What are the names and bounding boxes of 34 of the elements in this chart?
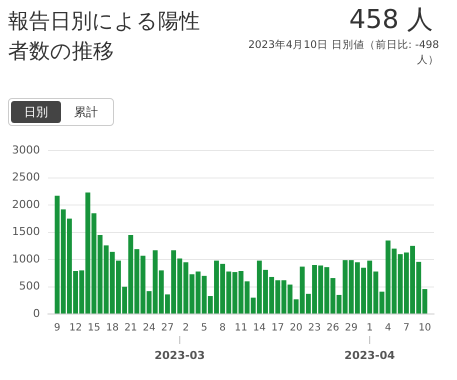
y-tick-label: 2500 (12, 170, 40, 184)
x-tick-label: 14 (253, 322, 266, 334)
x-tick-label: 11 (234, 322, 248, 334)
y-tick-label: 3000 (12, 143, 40, 156)
x-tick-label: 17 (271, 322, 284, 334)
chart-subtitle: 2023年4月10日 日別値（前日比: -498 人） (247, 38, 439, 68)
annotation: 2023-04 (344, 349, 396, 362)
x-tick-label: 27 (161, 322, 174, 334)
x-tick-label: 29 (344, 322, 358, 334)
view-toggle: 日別 累計 (8, 98, 114, 126)
y-tick-label: 500 (18, 280, 40, 293)
text: 458 人 (349, 4, 433, 37)
chart-title: 報告日別による陽性者数の推移 (8, 8, 201, 65)
x-tick-label: 26 (326, 322, 340, 334)
annotation: 2023-03 (154, 349, 205, 362)
x-tick-label: 21 (124, 322, 138, 334)
x-tick-label: 5 (201, 322, 208, 334)
y-tick-label: 0 (32, 306, 40, 320)
x-tick-label: 4 (384, 322, 392, 334)
x-tick-label: 7 (403, 322, 410, 334)
x-tick-label: 24 (142, 322, 156, 334)
y-tick-label: 1500 (12, 225, 40, 238)
x-tick-label: 12 (69, 322, 82, 334)
x-tick-label: 15 (88, 322, 100, 334)
y-tick-label: 2000 (12, 198, 40, 211)
x-tick-label: 2 (182, 322, 190, 334)
x-tick-label: 23 (308, 322, 321, 334)
x-tick-label: 10 (418, 322, 432, 334)
y-tick-label: 1000 (12, 252, 40, 266)
x-tick-label: 18 (106, 322, 119, 334)
x-tick-label: 1 (366, 322, 373, 334)
x-tick-label: 9 (54, 322, 60, 334)
x-tick-label: 8 (219, 322, 226, 334)
x-tick-label: 20 (290, 322, 303, 334)
